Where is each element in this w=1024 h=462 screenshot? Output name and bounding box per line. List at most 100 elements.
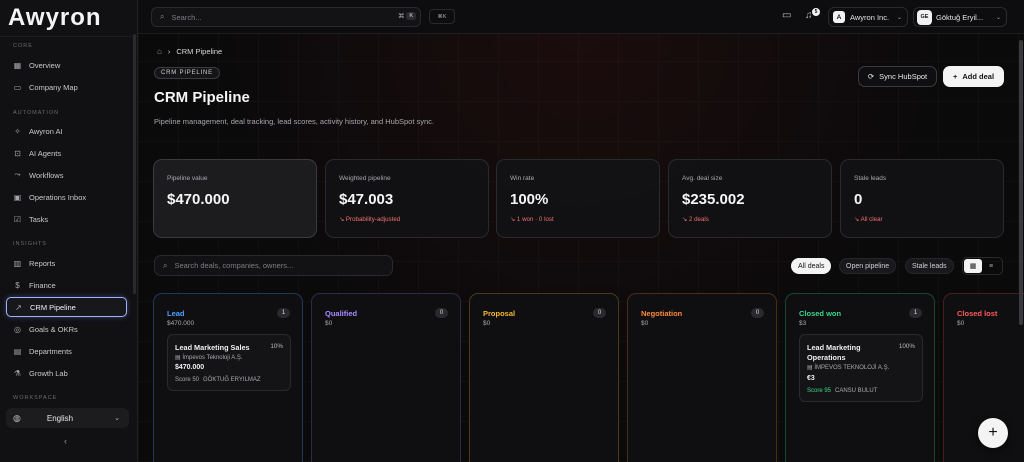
kpi-card-win-rate[interactable]: Win rate 100% ↘ 1 won · 0 lost — [496, 159, 660, 238]
deal-search-placeholder: Search deals, companies, owners... — [174, 261, 294, 270]
building-icon: ▤ — [175, 355, 183, 361]
org-avatar: A — [833, 11, 845, 23]
kpi-value: $470.000 — [167, 191, 230, 208]
column-name: Proposal — [483, 309, 516, 318]
pipeline-column-lead: Lead $470.000 1 Lead Marketing Sales 10%… — [153, 293, 303, 462]
kpi-card-pipeline-value[interactable]: Pipeline value $470.000 — [153, 159, 317, 238]
sidebar-item-label: Finance — [29, 280, 56, 290]
refresh-icon: ⟳ — [867, 72, 875, 81]
sync-hubspot-button[interactable]: ⟳ Sync HubSpot — [858, 66, 937, 87]
sidebar-item-awyron-ai[interactable]: ✧ Awyron AI — [6, 121, 127, 141]
column-name: Qualified — [325, 309, 358, 318]
sync-hubspot-label: Sync HubSpot — [879, 72, 928, 81]
main-scrollbar[interactable] — [1019, 40, 1023, 325]
deal-meta: Score 50 GÖKTUĞ ERYILMAZ — [175, 377, 261, 383]
deal-card[interactable]: Lead Marketing Operations 100% ▤ İMPEVOS… — [799, 334, 923, 402]
column-name: Closed lost — [957, 309, 998, 318]
sidebar-item-tasks[interactable]: ☑ Tasks — [6, 209, 127, 229]
language-select[interactable]: ◍ English ⌄ — [6, 408, 129, 428]
sidebar-item-crm-pipeline[interactable]: ↗ CRM Pipeline — [6, 297, 127, 317]
bell-icon[interactable]: ♫ — [805, 10, 813, 21]
deal-company-name: İMPEVOS TEKNOLOJİ A.Ş. — [814, 365, 890, 371]
sidebar-item-label: Operations Inbox — [29, 192, 87, 202]
monitor-icon[interactable]: ▭ — [782, 10, 792, 21]
sidebar-item-label: Overview — [29, 60, 61, 70]
deal-company: ▤ İMPEVOS TEKNOLOJİ A.Ş. — [807, 364, 889, 371]
kpi-sub-text: 2 deals — [688, 216, 709, 223]
sidebar-item-label: AI Agents — [29, 148, 62, 158]
deal-owner: GÖKTUĞ ERYILMAZ — [203, 377, 261, 383]
home-icon[interactable]: ⌂ — [157, 47, 162, 56]
section-label-core: CORE — [13, 43, 33, 49]
section-label-insights: INSIGHTS — [13, 241, 47, 247]
list-view-icon[interactable]: ≡ — [988, 262, 994, 270]
sidebar-item-departments[interactable]: ▤ Departments — [6, 341, 127, 361]
inbox-icon: ▣ — [13, 192, 22, 202]
column-count-badge: 0 — [593, 308, 606, 318]
sidebar-item-overview[interactable]: ▦ Overview — [6, 55, 127, 75]
user-menu[interactable]: GE Göktuğ Eryil... ⌄ — [913, 7, 1007, 27]
deal-meta: Score 95 CANSU BULUT — [807, 388, 877, 394]
kpi-card-avg-deal-size[interactable]: Avg. deal size $235.002 ↘ 2 deals — [668, 159, 832, 238]
deal-amount: $470.000 — [175, 364, 205, 371]
sidebar-item-operations-inbox[interactable]: ▣ Operations Inbox — [6, 187, 127, 207]
sidebar-scrollbar[interactable] — [133, 34, 136, 294]
page-tag: CRM PIPELINE — [154, 67, 220, 79]
chevron-down-icon: ⌄ — [995, 14, 1001, 21]
sidebar-item-growth-lab[interactable]: ⚗ Growth Lab — [6, 363, 127, 383]
collapse-sidebar-chevron-left-icon[interactable]: ‹ — [64, 436, 67, 446]
logo-divider — [0, 36, 138, 37]
kpi-card-stale-leads[interactable]: Stale leads 0 ↘ All clear — [840, 159, 1004, 238]
floating-add-button[interactable]: + — [978, 418, 1008, 448]
sidebar-item-goals-okrs[interactable]: ◎ Goals & OKRs — [6, 319, 127, 339]
app-logo[interactable]: Awyron — [8, 4, 102, 31]
notification-badge: 5 — [812, 8, 820, 16]
breadcrumb-current: CRM Pipeline — [176, 47, 223, 56]
add-deal-button[interactable]: + Add deal — [943, 66, 1004, 87]
filter-open-pipeline[interactable]: Open pipeline — [839, 258, 897, 274]
global-search-input[interactable]: ⌕ Search... ⌘ K — [151, 7, 421, 27]
kpi-value: $235.002 — [682, 191, 745, 208]
deal-search-input[interactable]: ⌕ Search deals, companies, owners... — [154, 255, 393, 276]
deal-probability: 100% — [898, 343, 915, 350]
org-switcher[interactable]: A Awyron Inc. ⌄ — [828, 7, 908, 27]
bar-chart-icon: ▥ — [13, 258, 22, 268]
trend-down-icon: ↘ — [682, 216, 689, 223]
sidebar-item-ai-agents[interactable]: ⊡ AI Agents — [6, 143, 127, 163]
trend-down-icon: ↘ — [339, 216, 346, 223]
top-bar: ⌕ Search... ⌘ K ⌘K ▭ ♫ 5 A Awyron Inc. ⌄… — [138, 0, 1024, 34]
kpi-sub: ↘ 1 won · 0 lost — [510, 216, 554, 223]
deal-company: ▤ İmpevos Teknoloji A.Ş. — [175, 354, 243, 361]
board-view-icon[interactable]: ▦ — [964, 259, 982, 273]
trend-down-icon: ↘ — [854, 216, 861, 223]
sidebar-item-workflows[interactable]: ⤳ Workflows — [6, 165, 127, 185]
shortcut-key: K — [406, 12, 416, 20]
deal-probability: 10% — [270, 343, 283, 350]
sidebar-item-label: CRM Pipeline — [30, 302, 76, 312]
chevron-down-icon: ⌄ — [114, 415, 120, 422]
sidebar-item-reports[interactable]: ▥ Reports — [6, 253, 127, 273]
sidebar-item-finance[interactable]: $ Finance — [6, 275, 127, 295]
org-name: Awyron Inc. — [850, 12, 890, 22]
view-toggle: ▦ ≡ — [962, 257, 1003, 275]
column-count-badge: 1 — [909, 308, 922, 318]
sidebar-item-label: Workflows — [29, 170, 64, 180]
flask-icon: ⚗ — [13, 368, 22, 378]
sidebar-item-company-map[interactable]: ▭ Company Map — [6, 77, 127, 97]
kpi-sub-text: All clear — [860, 216, 883, 223]
filter-stale-leads[interactable]: Stale leads — [905, 258, 954, 274]
filter-all-deals[interactable]: All deals — [791, 258, 832, 274]
kpi-label: Weighted pipeline — [339, 175, 391, 182]
sidebar-item-label: Growth Lab — [29, 368, 68, 378]
sidebar-item-label: Tasks — [29, 214, 49, 224]
deal-amount: €3 — [807, 375, 815, 382]
column-amount: $470.000 — [167, 320, 195, 327]
deal-card[interactable]: Lead Marketing Sales 10% ▤ İmpevos Tekno… — [167, 334, 291, 391]
kpi-card-weighted-pipeline[interactable]: Weighted pipeline $47.003 ↘ Probability-… — [325, 159, 489, 238]
dollar-icon: $ — [15, 280, 20, 290]
command-palette-button[interactable]: ⌘K — [429, 9, 455, 24]
trend-down-icon: ↘ — [510, 216, 517, 223]
deal-company-name: İmpevos Teknoloji A.Ş. — [182, 355, 243, 361]
bot-icon: ⊡ — [14, 148, 21, 158]
column-count-badge: 1 — [277, 308, 290, 318]
